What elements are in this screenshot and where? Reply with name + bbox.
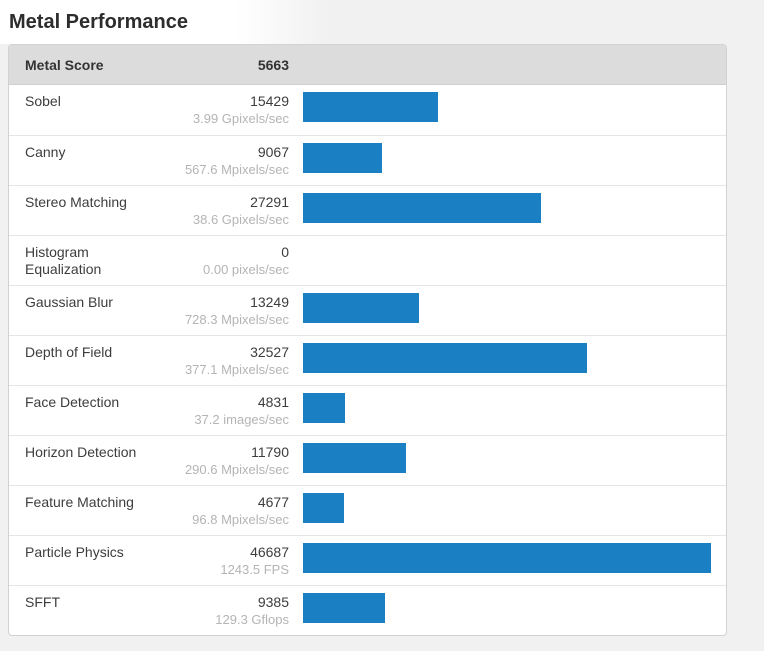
benchmark-name: Horizon Detection xyxy=(25,444,137,460)
bar-track xyxy=(303,243,711,273)
benchmark-score: 9067 xyxy=(257,144,289,160)
score-bar xyxy=(303,343,588,373)
score-bar xyxy=(303,143,383,173)
benchmark-score: 32527 xyxy=(250,344,289,360)
benchmark-rate: 96.8 Mpixels/sec xyxy=(192,512,289,527)
benchmark-score: 11790 xyxy=(251,444,289,460)
benchmark-rate: 129.3 Gflops xyxy=(215,612,289,627)
benchmark-row: Particle Physics 46687 1243.5 FPS xyxy=(9,535,726,585)
benchmark-name: Stereo Matching xyxy=(25,194,127,210)
bar-track xyxy=(303,143,711,173)
benchmark-row: Sobel 15429 3.99 Gpixels/sec xyxy=(9,85,726,135)
benchmark-table: Metal Score 5663 Sobel 15429 3.99 Gpixel… xyxy=(8,44,727,636)
score-cell: 32527 377.1 Mpixels/sec xyxy=(165,336,289,385)
benchmark-row: Canny 9067 567.6 Mpixels/sec xyxy=(9,135,726,185)
score-bar xyxy=(303,393,346,423)
bar-track xyxy=(303,92,711,122)
benchmark-rate: 377.1 Mpixels/sec xyxy=(184,362,289,377)
benchmark-score: 27291 xyxy=(250,194,289,210)
benchmark-name: Particle Physics xyxy=(25,544,124,560)
bar-track xyxy=(303,443,711,473)
score-bar xyxy=(303,493,344,523)
benchmark-name: Depth of Field xyxy=(25,344,113,360)
benchmark-name: SFFT xyxy=(25,594,60,610)
benchmark-row: Feature Matching 4677 96.8 Mpixels/sec xyxy=(9,485,726,535)
benchmark-rate: 567.6 Mpixels/sec xyxy=(184,162,289,177)
benchmark-row: Depth of Field 32527 377.1 Mpixels/sec xyxy=(9,335,726,385)
benchmark-score: 13249 xyxy=(250,294,289,310)
score-cell: 13249 728.3 Mpixels/sec xyxy=(165,286,289,335)
bar-track xyxy=(303,543,711,573)
benchmark-name: Face Detection xyxy=(25,394,120,410)
table-header-row: Metal Score 5663 xyxy=(9,45,726,85)
benchmark-row: Face Detection 4831 37.2 images/sec xyxy=(9,385,726,435)
benchmark-name: Gaussian Blur xyxy=(25,294,113,310)
bar-track xyxy=(303,593,711,623)
score-bar xyxy=(303,443,407,473)
benchmark-rate: 1243.5 FPS xyxy=(220,562,289,577)
benchmark-rate: 3.99 Gpixels/sec xyxy=(192,111,289,126)
bar-track xyxy=(303,193,711,223)
benchmark-score: 4831 xyxy=(257,394,289,410)
benchmark-rate: 290.6 Mpixels/sec xyxy=(184,462,289,477)
benchmark-score: 46687 xyxy=(250,544,289,560)
benchmark-row: Stereo Matching 27291 38.6 Gpixels/sec xyxy=(9,185,726,235)
score-cell: 9385 129.3 Gflops xyxy=(165,586,289,635)
benchmark-name: Feature Matching xyxy=(25,494,134,510)
score-cell: 27291 38.6 Gpixels/sec xyxy=(165,186,289,235)
benchmark-name: Canny xyxy=(25,144,66,160)
benchmark-score: 9385 xyxy=(257,594,289,610)
metal-score-value: 5663 xyxy=(257,56,289,73)
benchmark-score: 0 xyxy=(281,244,289,260)
score-bar xyxy=(303,92,438,122)
score-cell: 4831 37.2 images/sec xyxy=(165,386,289,435)
benchmark-rate: 728.3 Mpixels/sec xyxy=(184,312,289,327)
score-cell: 4677 96.8 Mpixels/sec xyxy=(165,486,289,535)
score-cell: 46687 1243.5 FPS xyxy=(165,536,289,585)
benchmark-rate: 0.00 pixels/sec xyxy=(203,262,289,277)
score-cell: 0 0.00 pixels/sec xyxy=(165,236,289,285)
benchmark-rate: 37.2 images/sec xyxy=(194,412,289,427)
score-bar xyxy=(303,193,542,223)
bar-track xyxy=(303,393,711,423)
benchmark-score: 15429 xyxy=(250,93,289,109)
benchmark-score: 4677 xyxy=(257,494,289,510)
benchmark-name: Sobel xyxy=(25,93,61,109)
metal-score-label: Metal Score xyxy=(25,56,104,73)
benchmark-rate: 38.6 Gpixels/sec xyxy=(192,212,289,227)
score-cell: 9067 567.6 Mpixels/sec xyxy=(165,136,289,185)
benchmark-name: Histogram Equalization xyxy=(25,244,102,277)
bar-track xyxy=(303,493,711,523)
score-bar xyxy=(303,593,386,623)
table-body: Sobel 15429 3.99 Gpixels/sec Canny 9067 … xyxy=(9,85,726,635)
benchmark-row: Horizon Detection 11790 290.6 Mpixels/se… xyxy=(9,435,726,485)
page-title: Metal Performance xyxy=(9,10,188,33)
bar-track xyxy=(303,293,711,323)
score-cell: 11790 290.6 Mpixels/sec xyxy=(165,436,289,485)
benchmark-row: SFFT 9385 129.3 Gflops xyxy=(9,585,726,635)
title-band: Metal Performance xyxy=(0,0,764,44)
score-bar xyxy=(303,543,711,573)
bar-track xyxy=(303,343,711,373)
score-bar xyxy=(303,293,419,323)
score-cell: 15429 3.99 Gpixels/sec xyxy=(165,85,289,135)
benchmark-row: Histogram Equalization 0 0.00 pixels/sec xyxy=(9,235,726,285)
benchmark-row: Gaussian Blur 13249 728.3 Mpixels/sec xyxy=(9,285,726,335)
